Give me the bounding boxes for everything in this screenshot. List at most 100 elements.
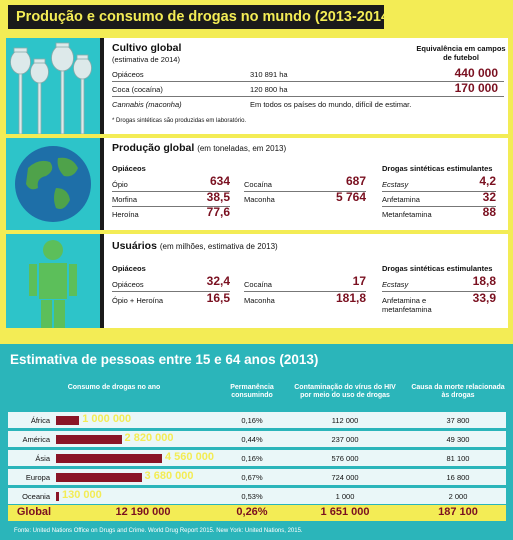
cultivo-title: Cultivo global [112,42,182,54]
globe-illustration [6,138,100,230]
producao-g1-label-1: Morfina [112,195,138,204]
region-label: Oceania [22,492,50,501]
producao-group1-header: Opiáceos [112,164,146,173]
usuarios-group3-header: Drogas sintéticas estimulantes [382,264,493,273]
globe-icon [15,146,91,222]
permanencia-cell: 0,16% [241,454,263,463]
global-row: Global 12 190 000 0,26% 1 651 000 187 10… [8,505,506,521]
divider [244,291,366,292]
usuarios-g3-label-1: Anfetamina e metanfetamina [382,296,432,314]
poppy-icon [10,42,92,134]
consumo-bar [56,454,162,463]
producao-g2-value-0: 687 [345,174,366,188]
cultivo-equiv-0: 440 000 [454,66,498,80]
hiv-cell: 112 000 [331,416,359,425]
consumo-value-label: 130 000 [62,489,102,501]
hiv-cell: 1 000 [335,492,355,501]
col-header-mortes: Causa da morte relacionada às drogas [411,384,505,399]
usuarios-g1-label-0: Opiáceos [112,280,144,289]
producao-g1-value-0: 634 [209,174,230,188]
person-icon [29,240,77,328]
divider [112,206,230,207]
global-label: Global [16,506,52,518]
usuarios-g1-label-1: Ópio + Heroína [112,296,164,305]
region-label: Ásia [35,454,50,463]
cultivo-area-0: 310 891 ha [250,70,288,79]
usuarios-g3-value-0: 18,8 [472,274,496,288]
poppy-illustration [6,38,100,134]
permanencia-cell: 0,16% [241,416,263,425]
hiv-cell: 237 000 [331,435,359,444]
producao-g3-label-1: Anfetamina [382,195,420,204]
producao-g3-value-1: 32 [482,190,496,204]
usuarios-g2-label-0: Cocaína [244,280,272,289]
source-note: Fonte: United Nations Office on Drugs an… [14,528,303,534]
usuarios-title: Usuários (em milhões, estimativa de 2013… [112,240,278,252]
producao-g1-label-2: Heroína [112,210,139,219]
hiv-cell: 724 000 [331,473,359,482]
usuarios-g3-label-0: Ecstasy [382,280,409,289]
producao-g2-value-1: 5 764 [335,190,366,204]
mortes-cell: 2 000 [448,492,468,501]
cultivo-label-2: Cannabis (maconha) [112,100,182,109]
producao-g1-value-1: 38,5 [206,190,230,204]
divider [244,191,366,192]
usuarios-g1-value-0: 32,4 [206,274,230,288]
divider [112,291,230,292]
global-permanencia: 0,26% [236,506,268,518]
global-mortes: 187 100 [438,506,478,518]
producao-g2-label-0: Cocaína [244,180,272,189]
producao-g3-value-2: 88 [482,205,496,219]
permanencia-cell: 0,53% [241,492,263,501]
cultivo-area-2: Em todos os países do mundo, difícil de … [250,100,412,109]
region-label: América [22,435,50,444]
col-header-hiv: Contaminação do vírus do HIV por meio do… [294,384,396,399]
mortes-cell: 81 100 [446,454,470,463]
region-label: Europa [25,473,50,482]
producao-g1-label-0: Ópio [112,180,128,189]
usuarios-g3-value-1: 33,9 [472,291,496,305]
producao-g3-label-0: Ecstasy [382,180,409,189]
producao-g3-label-2: Metanfetamina [382,210,432,219]
mortes-cell: 37 800 [446,416,470,425]
table-row [8,488,506,504]
usuarios-g2-value-1: 181,8 [335,291,366,305]
cultivo-equiv-1: 170 000 [454,81,498,95]
consumo-value-label: 3 680 000 [144,470,194,482]
consumo-bar [56,492,60,501]
equiv-header: Equivalência em campos de futebol [416,44,506,62]
cultivo-label-0: Opiáceos [112,70,144,79]
usuarios-card: Usuários (em milhões, estimativa de 2013… [104,234,508,328]
region-label: África [30,416,50,425]
consumo-bar [56,435,122,444]
hiv-cell: 576 000 [331,454,359,463]
col-header-consumo: Consumo de drogas no ano [67,384,161,391]
permanencia-cell: 0,67% [241,473,263,482]
cultivo-card: Cultivo global (estimativa de 2014) Equi… [104,38,508,134]
usuarios-group1-header: Opiáceos [112,264,146,273]
cultivo-subtitle: (estimativa de 2014) [112,55,180,64]
usuarios-g2-value-0: 17 [352,274,366,288]
divider [382,291,496,292]
table-title: Estimativa de pessoas entre 15 e 64 anos… [10,352,319,367]
divider [382,206,496,207]
usuarios-g1-value-1: 16,5 [206,291,230,305]
consumo-value-label: 4 560 000 [165,451,214,463]
global-hiv: 1 651 000 [320,506,370,518]
divider [112,96,504,97]
producao-group3-header: Drogas sintéticas estimulantes [382,164,493,173]
global-consumo: 12 190 000 [115,506,171,518]
table-row [8,412,506,428]
consumo-bar [56,416,80,425]
producao-card: Produção global (em toneladas, em 2013) … [104,138,508,230]
producao-g2-label-1: Maconha [244,195,275,204]
page-title: Produção e consumo de drogas no mundo (2… [8,5,384,29]
divider [382,191,496,192]
table-row [8,431,506,447]
cultivo-area-1: 120 800 ha [250,85,288,94]
divider [112,81,504,82]
usuarios-g2-label-1: Maconha [244,296,275,305]
cultivo-label-1: Coca (cocaína) [112,85,163,94]
divider [112,191,230,192]
consumo-value-label: 1 000 000 [82,413,132,425]
